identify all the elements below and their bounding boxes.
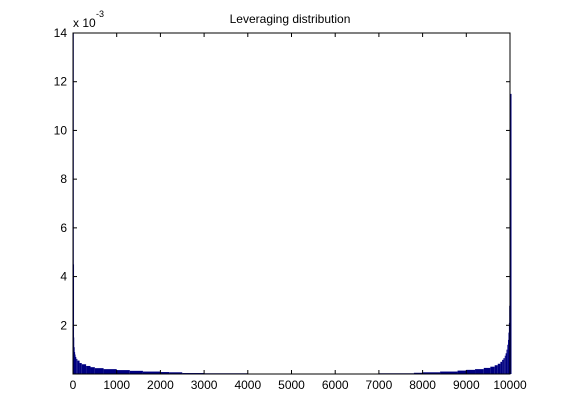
y-tick-label: 14 <box>54 26 68 40</box>
bar <box>422 372 441 374</box>
bar <box>503 358 505 374</box>
x-tick-label: 4000 <box>234 378 261 392</box>
x-tick-label: 9000 <box>453 378 480 392</box>
bar <box>508 332 510 374</box>
bar <box>507 344 509 374</box>
bar <box>142 371 161 374</box>
bar <box>440 371 458 374</box>
bar <box>413 372 423 374</box>
chart-title: Leveraging distribution <box>230 12 351 26</box>
x-tick-label: 3000 <box>191 378 218 392</box>
bar <box>494 365 498 374</box>
bar <box>475 369 484 374</box>
bar <box>94 368 104 374</box>
x-tick-label: 2000 <box>147 378 174 392</box>
bar <box>497 363 501 374</box>
bar <box>103 369 117 374</box>
x-tick-label: 1000 <box>103 378 130 392</box>
bar <box>160 372 170 374</box>
bar <box>504 355 506 374</box>
y-tick-label: 2 <box>60 318 67 332</box>
x-tick-label: 6000 <box>322 378 349 392</box>
y-multiplier-exponent: -3 <box>96 9 104 19</box>
bar <box>129 370 143 374</box>
x-tick-label: 8000 <box>409 378 436 392</box>
bar <box>508 339 509 374</box>
bar <box>79 363 82 374</box>
bar <box>457 370 467 374</box>
bar <box>505 353 507 374</box>
y-tick-label: 10 <box>54 123 68 137</box>
x-tick-label: 0 <box>70 378 77 392</box>
bar <box>73 264 75 374</box>
bar <box>86 365 91 374</box>
y-multiplier-label: x 10 <box>73 16 96 30</box>
bar <box>73 347 75 374</box>
y-tick-label: 12 <box>54 75 68 89</box>
bar <box>502 359 504 374</box>
bar <box>76 358 78 374</box>
bar <box>77 360 80 374</box>
bar <box>74 352 76 374</box>
ticks-group: 0 1000 2000 3000 4000 5000 6000 7000 8000 9000 100… <box>54 26 527 392</box>
bar <box>466 369 476 374</box>
bar <box>73 337 75 374</box>
x-tick-label: 7000 <box>366 378 393 392</box>
y-tick-label: 8 <box>60 172 67 186</box>
bar <box>500 361 503 374</box>
bar <box>81 364 87 374</box>
bar <box>75 356 77 374</box>
y-tick-label: 6 <box>60 221 67 235</box>
bar <box>74 354 76 374</box>
bar <box>506 349 508 374</box>
bar <box>490 366 495 374</box>
bar <box>483 367 491 374</box>
bar <box>510 93 512 374</box>
bar <box>116 370 130 374</box>
x-tick-label: 10000 <box>493 378 527 392</box>
bar <box>169 372 183 374</box>
y-tick-label: 4 <box>60 270 67 284</box>
bar <box>90 367 95 374</box>
y-multiplier: x 10 -3 <box>73 9 104 30</box>
x-tick-label: 5000 <box>278 378 305 392</box>
